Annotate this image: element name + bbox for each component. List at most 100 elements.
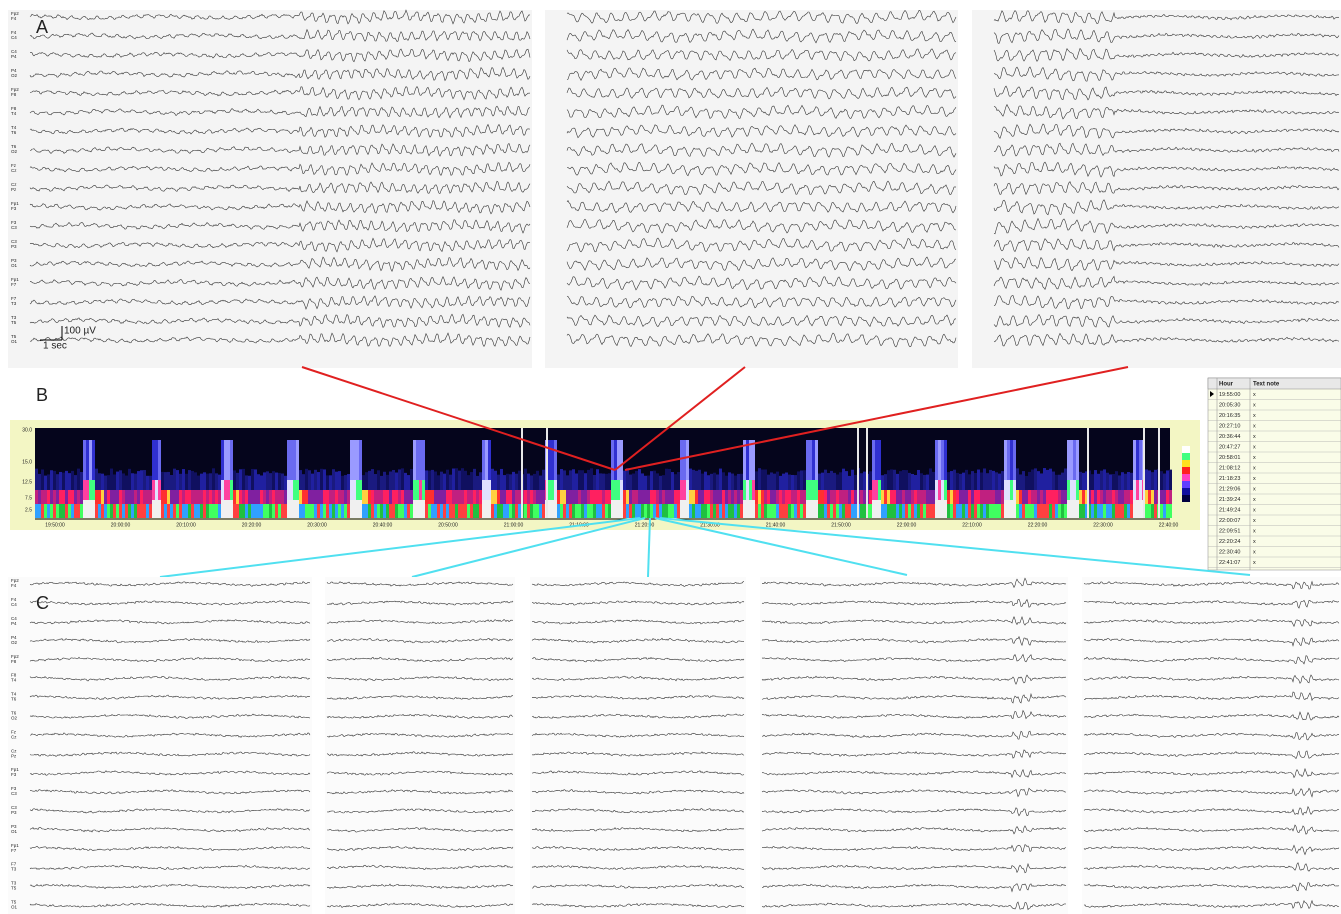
spectro-cell — [263, 472, 266, 495]
spectro-cell — [776, 471, 779, 494]
spectro-cell — [317, 490, 320, 504]
spectro-cell — [512, 490, 515, 504]
spectro-cell — [464, 470, 467, 493]
spectro-cell — [992, 504, 995, 518]
spectro-cell — [830, 504, 833, 518]
spectro-cell — [449, 504, 452, 518]
spectro-cell — [767, 490, 770, 504]
spectro-cell — [407, 504, 410, 518]
eeg-trace — [761, 674, 1067, 685]
spectro-cell — [1016, 490, 1019, 504]
spectro-cell — [1127, 504, 1130, 518]
channel-label: P4 — [11, 68, 17, 73]
eeg-trace — [1084, 732, 1340, 741]
spectro-cell — [947, 490, 950, 504]
spectro-cell — [668, 468, 671, 491]
spectro-cell — [89, 440, 92, 480]
spectro-cell — [1007, 440, 1010, 480]
spectro-cell — [1034, 490, 1037, 504]
spectro-cell — [449, 474, 452, 497]
channel-label: Cz — [11, 734, 17, 739]
spectro-cell — [38, 473, 41, 496]
spectro-cell — [380, 490, 383, 504]
spectro-cell — [371, 469, 374, 492]
spectro-cell — [215, 473, 218, 496]
spectro-cell — [215, 504, 218, 518]
spectro-cell — [566, 475, 569, 498]
spectro-cell — [149, 504, 152, 518]
channel-label: Fp2 — [11, 578, 19, 583]
spectro-cell — [908, 490, 911, 504]
connector-red — [624, 366, 1129, 471]
spectro-cell — [824, 490, 827, 504]
spectro-cell — [377, 470, 380, 493]
spectro-cell — [74, 475, 77, 498]
eeg-trace — [29, 200, 531, 215]
spectro-cell — [458, 490, 461, 504]
eeg-trace — [761, 883, 1067, 893]
spectro-cell — [1067, 440, 1070, 480]
spectro-cell — [863, 490, 866, 504]
spectro-cell — [260, 475, 263, 498]
eeg-trace — [993, 313, 1340, 328]
spectro-cell — [254, 490, 257, 504]
spectro-cell — [968, 490, 971, 504]
spectro-cell — [725, 504, 728, 518]
spectro-cell — [647, 504, 650, 518]
eeg-trace — [566, 86, 957, 100]
spectro-cell — [335, 490, 338, 504]
spectro-cell — [128, 490, 131, 504]
spectro-cell — [1058, 490, 1061, 504]
spectro-cell — [989, 504, 992, 518]
channel-label: O1 — [11, 904, 18, 909]
spectro-cell — [152, 440, 155, 480]
x-tick-label: 20:50:00 — [438, 522, 458, 528]
spectro-cell — [143, 470, 146, 493]
spectro-cell — [65, 504, 68, 518]
spectro-cell — [1115, 490, 1118, 504]
spectro-cell — [809, 440, 812, 480]
spectro-cell — [986, 504, 989, 518]
eeg-trace — [29, 256, 531, 273]
spectro-cell — [491, 504, 494, 518]
spectro-cell — [902, 470, 905, 493]
spectro-cell — [974, 473, 977, 496]
spectro-cell — [854, 474, 857, 497]
spectro-cell — [473, 490, 476, 504]
eeg-panel — [8, 10, 532, 368]
channel-label: T3 — [11, 301, 17, 306]
spectro-cell — [851, 490, 854, 504]
x-tick-label: 22:00:00 — [897, 522, 917, 528]
spectro-cell — [920, 504, 923, 518]
spectro-cell — [431, 490, 434, 504]
spectro-cell — [1028, 504, 1031, 518]
table-cell: x — [1253, 549, 1256, 555]
spectro-cell — [458, 470, 461, 493]
eeg-trace — [531, 827, 745, 833]
spectro-cell — [935, 440, 938, 480]
spectro-cell — [350, 480, 353, 500]
spectro-cell — [482, 440, 485, 480]
spectro-cell — [530, 490, 533, 504]
spectro-cell — [746, 440, 749, 480]
eeg-trace — [1083, 824, 1340, 835]
spectro-cell — [356, 480, 359, 500]
spectro-cell — [596, 469, 599, 492]
spectro-cell — [734, 475, 737, 498]
eeg-trace — [531, 675, 745, 682]
spectro-cell — [68, 504, 71, 518]
channel-label: Fp1 — [11, 277, 19, 282]
spectro-cell — [905, 470, 908, 493]
connector-cyan — [159, 517, 641, 578]
spectro-cell — [1013, 500, 1016, 518]
spectro-cell — [140, 504, 143, 518]
spectro-cell — [650, 504, 653, 518]
spectro-cell — [251, 504, 254, 518]
spectro-cell — [1088, 490, 1091, 504]
channel-label: F7 — [11, 282, 17, 287]
spectro-cell — [332, 490, 335, 504]
spectro-cell — [485, 500, 488, 518]
spectro-cell — [980, 490, 983, 504]
connector-cyan — [654, 517, 908, 576]
eeg-trace — [29, 143, 531, 157]
